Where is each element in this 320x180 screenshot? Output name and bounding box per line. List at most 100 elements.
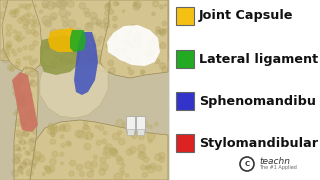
Circle shape [104, 56, 108, 60]
Circle shape [13, 158, 19, 164]
Circle shape [14, 154, 16, 157]
Circle shape [23, 46, 27, 50]
Circle shape [103, 131, 107, 134]
Circle shape [75, 130, 82, 138]
Circle shape [66, 48, 72, 55]
Circle shape [20, 16, 25, 21]
Circle shape [93, 54, 97, 58]
Circle shape [112, 149, 116, 154]
Polygon shape [40, 35, 80, 75]
Circle shape [94, 40, 100, 46]
Circle shape [44, 20, 52, 27]
Circle shape [112, 133, 119, 140]
Circle shape [34, 4, 37, 8]
Circle shape [16, 36, 22, 42]
Circle shape [109, 148, 117, 155]
Circle shape [151, 52, 160, 61]
Circle shape [18, 78, 22, 82]
Circle shape [47, 128, 54, 134]
Circle shape [13, 11, 16, 14]
Circle shape [16, 134, 18, 137]
Circle shape [153, 13, 158, 19]
Circle shape [61, 43, 68, 49]
Circle shape [16, 66, 18, 68]
Circle shape [16, 103, 20, 106]
Circle shape [21, 133, 24, 136]
Circle shape [17, 148, 20, 150]
Circle shape [18, 93, 24, 99]
Circle shape [20, 172, 23, 174]
Circle shape [113, 16, 117, 21]
Circle shape [123, 48, 126, 52]
Circle shape [24, 142, 27, 144]
Circle shape [127, 53, 133, 60]
Circle shape [23, 122, 28, 127]
Circle shape [131, 45, 135, 49]
Circle shape [49, 166, 55, 172]
Circle shape [31, 29, 36, 35]
Circle shape [20, 162, 26, 168]
Circle shape [21, 96, 28, 103]
Circle shape [125, 33, 133, 41]
Circle shape [113, 1, 118, 6]
Circle shape [23, 14, 29, 20]
Circle shape [0, 12, 7, 19]
Circle shape [3, 2, 9, 8]
Circle shape [29, 45, 34, 50]
Circle shape [130, 31, 136, 37]
Circle shape [94, 50, 103, 58]
Circle shape [29, 94, 32, 97]
Circle shape [61, 143, 65, 147]
Circle shape [26, 20, 30, 23]
Circle shape [68, 59, 73, 64]
Circle shape [45, 43, 52, 50]
Circle shape [135, 58, 138, 61]
Circle shape [52, 151, 58, 157]
Circle shape [155, 154, 162, 161]
Circle shape [32, 42, 38, 49]
Circle shape [70, 42, 79, 50]
Circle shape [116, 2, 119, 5]
Circle shape [46, 168, 52, 174]
Circle shape [10, 67, 14, 71]
Circle shape [160, 30, 166, 36]
Circle shape [126, 20, 132, 25]
Circle shape [30, 138, 35, 142]
Circle shape [106, 4, 110, 8]
Circle shape [64, 43, 70, 49]
Circle shape [140, 152, 144, 157]
Circle shape [132, 38, 136, 43]
Circle shape [138, 152, 146, 159]
Circle shape [129, 62, 132, 66]
Circle shape [159, 157, 164, 163]
Circle shape [104, 147, 110, 153]
Circle shape [27, 114, 32, 120]
Circle shape [148, 166, 155, 173]
Circle shape [69, 171, 74, 176]
Circle shape [27, 26, 33, 33]
Polygon shape [12, 72, 38, 132]
Circle shape [116, 156, 122, 161]
Circle shape [28, 139, 34, 145]
Circle shape [67, 12, 71, 16]
Circle shape [110, 54, 116, 60]
Circle shape [26, 59, 32, 65]
Circle shape [163, 29, 167, 33]
Circle shape [9, 52, 13, 56]
Circle shape [113, 41, 121, 49]
Circle shape [60, 58, 63, 61]
Circle shape [127, 50, 132, 56]
Circle shape [25, 25, 29, 29]
Circle shape [13, 91, 18, 95]
Circle shape [142, 172, 148, 177]
Circle shape [50, 13, 57, 20]
Circle shape [123, 12, 126, 15]
Bar [126, 116, 135, 132]
Circle shape [30, 68, 34, 72]
Circle shape [24, 18, 30, 24]
Circle shape [84, 121, 88, 125]
Circle shape [29, 19, 35, 24]
Circle shape [19, 81, 24, 86]
Circle shape [126, 57, 131, 62]
Circle shape [23, 100, 26, 103]
